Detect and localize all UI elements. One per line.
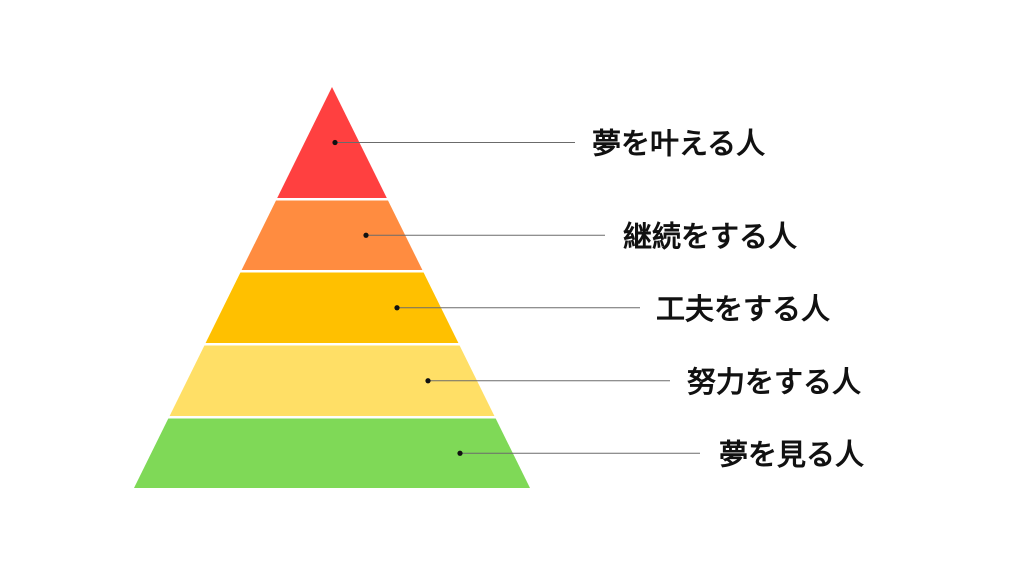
level-label-2: 継続をする人 <box>623 219 797 253</box>
pyramid-tier-1 <box>277 87 387 198</box>
leader-dot-2 <box>363 232 369 238</box>
pyramid-leaders <box>332 139 700 456</box>
leader-dot-4 <box>425 378 431 384</box>
pyramid-tier-3 <box>205 272 459 343</box>
pyramid-labels: 夢を叶える人 継続をする人 工夫をする人 努力をする人 夢を見る人 <box>592 127 864 472</box>
pyramid-tier-4 <box>169 345 495 416</box>
pyramid-tier-5 <box>134 418 530 488</box>
level-label-3: 工夫をする人 <box>656 292 830 326</box>
level-label-1: 夢を叶える人 <box>592 127 765 161</box>
pyramid-tiers <box>134 87 530 488</box>
leader-dot-5 <box>457 450 463 456</box>
leader-dot-1 <box>332 139 338 146</box>
level-label-4: 努力をする人 <box>687 365 861 399</box>
level-label-5: 夢を見る人 <box>719 437 864 471</box>
leader-dot-3 <box>394 305 400 311</box>
pyramid-tier-2 <box>241 200 423 270</box>
